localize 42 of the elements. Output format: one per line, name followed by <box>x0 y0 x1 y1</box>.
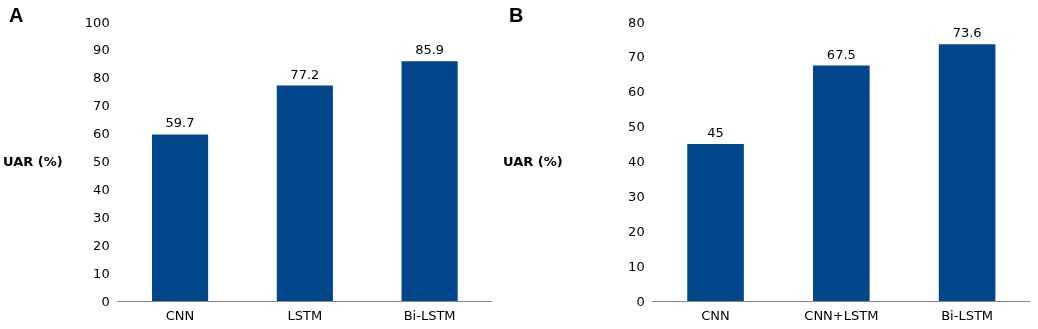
y-tick-label: 80 <box>628 14 645 30</box>
y-tick-label: 20 <box>628 223 645 239</box>
data-label: 85.9 <box>415 42 445 58</box>
bar <box>687 144 744 301</box>
y-tick-label: 40 <box>93 181 110 197</box>
x-tick-label: CNN <box>701 308 730 323</box>
x-tick-label: Bi-LSTM <box>941 308 994 323</box>
x-tick-label: LSTM <box>287 308 323 323</box>
y-tick-label: 10 <box>93 265 110 281</box>
bar <box>151 134 209 301</box>
y-tick-label: 10 <box>628 258 645 274</box>
y-tick-label: 30 <box>93 209 110 225</box>
y-tick-label: 60 <box>628 84 645 100</box>
y-tick-label: 0 <box>101 293 110 309</box>
data-label: 45 <box>707 125 724 141</box>
y-tick-label: 100 <box>84 14 110 30</box>
y-tick-label: 0 <box>636 293 645 309</box>
y-tick-label: 60 <box>93 126 110 142</box>
x-tick-label: CNN <box>165 308 195 323</box>
data-label: 77.2 <box>290 66 320 82</box>
bar <box>401 61 458 301</box>
chart-title: B <box>509 4 524 26</box>
y-tick-label: 20 <box>93 237 110 253</box>
y-axis-title: UAR (%) <box>502 154 563 169</box>
y-tick-label: 50 <box>628 119 645 135</box>
y-tick-label: 70 <box>628 49 645 65</box>
y-tick-label: 90 <box>93 42 110 58</box>
data-label: 73.6 <box>952 25 982 41</box>
y-axis-title: UAR (%) <box>2 154 63 169</box>
x-tick-label: CNN+LSTM <box>804 308 879 323</box>
y-tick-label: 70 <box>93 98 110 114</box>
y-tick-label: 80 <box>93 70 110 86</box>
y-tick-label: 30 <box>628 188 645 204</box>
x-tick-label: Bi-LSTM <box>403 308 456 323</box>
data-label: 59.7 <box>165 115 195 131</box>
bar <box>938 44 996 301</box>
bar <box>276 85 333 301</box>
data-label: 67.5 <box>826 46 856 62</box>
y-tick-label: 50 <box>93 154 110 169</box>
y-tick-label: 40 <box>628 154 645 169</box>
bar <box>813 65 870 301</box>
chart-title: A <box>9 4 24 26</box>
